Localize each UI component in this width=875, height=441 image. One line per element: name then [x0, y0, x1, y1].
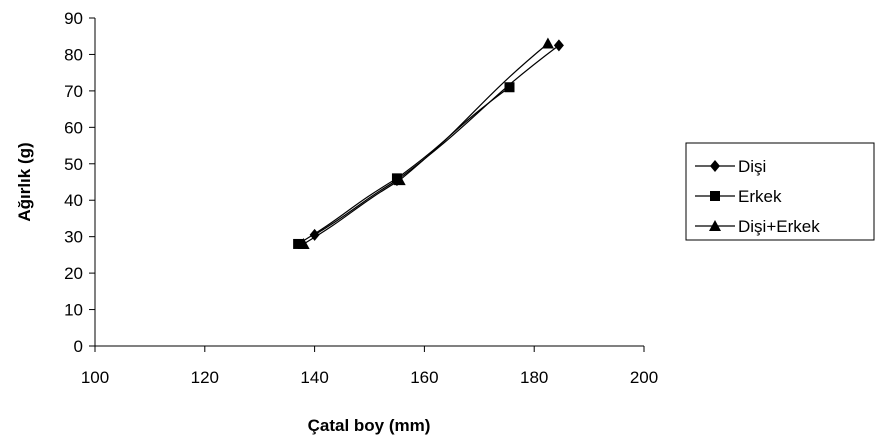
- y-axis-title: Ağırlık (g): [15, 142, 34, 221]
- y-tick-label: 40: [64, 191, 83, 210]
- data-point: [297, 237, 310, 249]
- y-axis: 0 10 20 30 40 50 60 70 80 90: [64, 9, 96, 356]
- data-point: [504, 82, 515, 93]
- y-tick-label: 20: [64, 264, 83, 283]
- series-line: [297, 86, 510, 245]
- series-line: [314, 44, 560, 236]
- y-tick-label: 70: [64, 82, 83, 101]
- legend-item: Dişi: [695, 157, 766, 176]
- data-point: [391, 173, 402, 184]
- y-tick-label: 50: [64, 155, 83, 174]
- y-tick-label: 10: [64, 301, 83, 320]
- data-point: [293, 238, 304, 249]
- data-point: [541, 37, 554, 49]
- x-tick-label: 120: [191, 368, 219, 387]
- x-axis: 100 120 140 160 180 200: [81, 345, 658, 387]
- data-point: [393, 174, 406, 186]
- series-3: [297, 37, 554, 249]
- x-tick-label: 180: [520, 368, 548, 387]
- y-tick-label: 0: [74, 337, 83, 356]
- legend-marker: [710, 160, 720, 172]
- legend-label: Erkek: [738, 187, 782, 206]
- series-line: [303, 43, 549, 245]
- legend-label: Dişi+Erkek: [738, 217, 820, 236]
- x-axis-title: Çatal boy (mm): [308, 416, 431, 435]
- y-tick-label: 90: [64, 9, 83, 28]
- y-tick-label: 60: [64, 118, 83, 137]
- y-tick-label: 80: [64, 45, 83, 64]
- plot-area: [293, 37, 564, 249]
- x-tick-label: 200: [630, 368, 658, 387]
- legend-label: Dişi: [738, 157, 766, 176]
- series-2: [293, 82, 515, 249]
- legend: Dişi Erkek Dişi+Erkek: [685, 142, 875, 241]
- legend-item: Dişi+Erkek: [695, 217, 820, 236]
- x-tick-label: 140: [300, 368, 328, 387]
- y-tick-label: 30: [64, 228, 83, 247]
- x-tick-label: 160: [410, 368, 438, 387]
- data-point: [553, 39, 564, 52]
- legend-item: Erkek: [695, 187, 782, 206]
- legend-marker: [709, 220, 721, 231]
- x-tick-label: 100: [81, 368, 109, 387]
- legend-marker: [710, 191, 720, 201]
